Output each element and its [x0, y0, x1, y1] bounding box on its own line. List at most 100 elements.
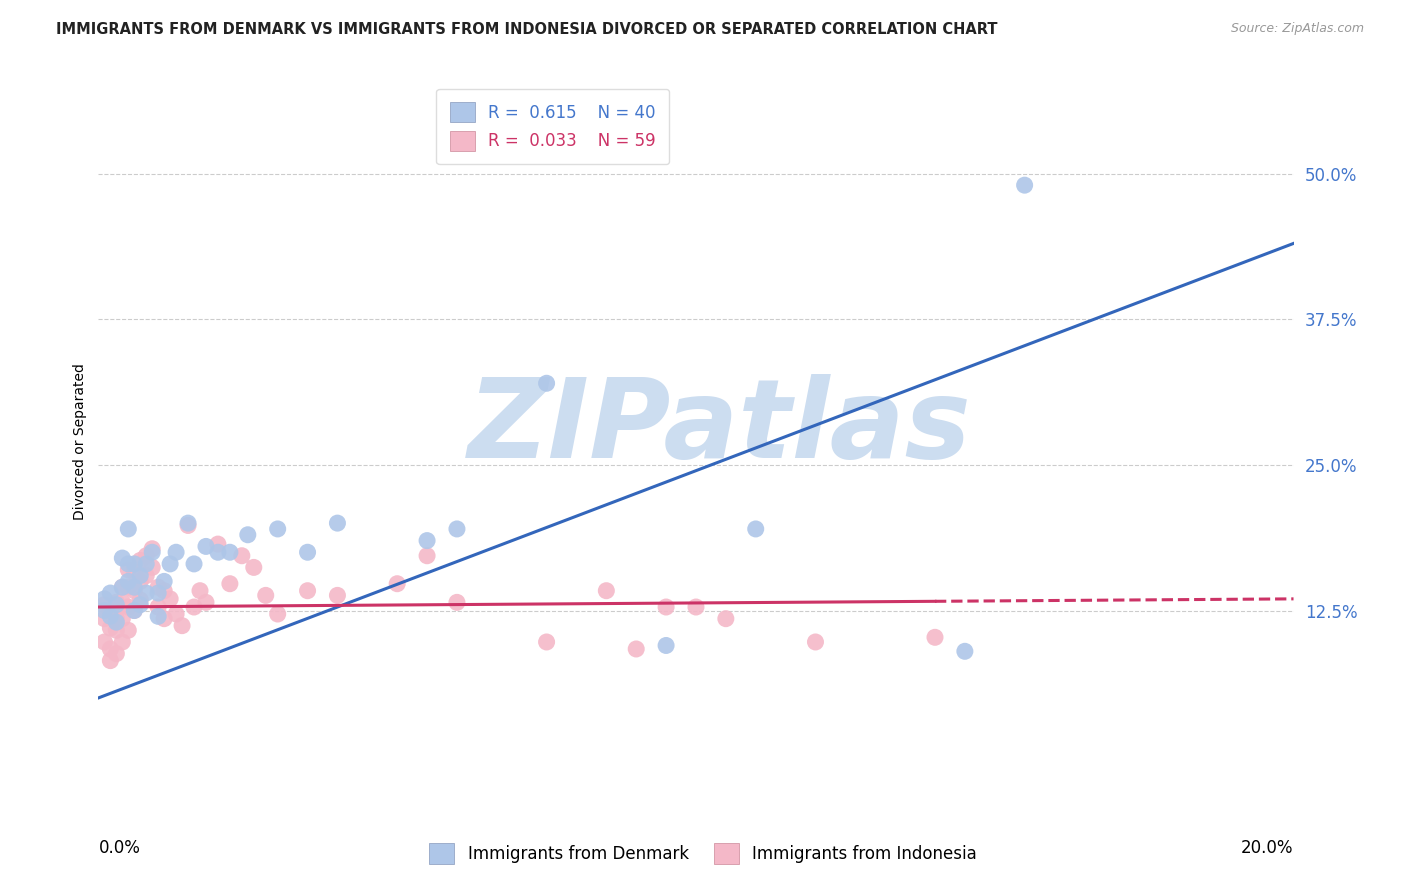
Point — [111, 551, 134, 566]
Point — [148, 609, 170, 624]
Point — [745, 522, 768, 536]
Point — [159, 591, 181, 606]
Point — [124, 565, 146, 579]
Point — [117, 580, 139, 594]
Point — [117, 563, 139, 577]
Point — [111, 635, 134, 649]
Point — [141, 545, 163, 559]
Point — [207, 545, 229, 559]
Point — [124, 603, 146, 617]
Point — [153, 574, 176, 589]
Point — [98, 603, 122, 617]
Point — [254, 588, 277, 602]
Point — [148, 586, 170, 600]
Point — [236, 528, 259, 542]
Text: Source: ZipAtlas.com: Source: ZipAtlas.com — [1230, 22, 1364, 36]
Point — [219, 576, 242, 591]
Y-axis label: Divorced or Separated: Divorced or Separated — [73, 363, 87, 520]
Point — [183, 557, 205, 571]
Point — [177, 518, 200, 533]
Point — [93, 603, 115, 617]
Point — [165, 545, 187, 559]
Point — [188, 583, 211, 598]
Point — [595, 583, 617, 598]
Point — [924, 630, 946, 644]
Point — [98, 586, 122, 600]
Point — [416, 549, 439, 563]
Point — [148, 580, 170, 594]
Point — [1014, 178, 1036, 193]
Point — [117, 624, 139, 638]
Point — [297, 545, 319, 559]
Point — [148, 600, 170, 615]
Point — [385, 576, 409, 591]
Text: 20.0%: 20.0% — [1241, 838, 1294, 857]
Point — [129, 553, 152, 567]
Point — [135, 557, 157, 571]
Text: ZIPatlas: ZIPatlas — [468, 374, 972, 481]
Point — [111, 595, 134, 609]
Point — [105, 595, 128, 609]
Point — [141, 560, 163, 574]
Point — [93, 612, 115, 626]
Point — [297, 583, 319, 598]
Point — [655, 639, 678, 653]
Legend: R =  0.615    N = 40, R =  0.033    N = 59: R = 0.615 N = 40, R = 0.033 N = 59 — [436, 88, 669, 164]
Point — [117, 600, 139, 615]
Point — [953, 644, 976, 658]
Point — [124, 603, 146, 617]
Point — [117, 522, 139, 536]
Point — [111, 580, 134, 594]
Point — [416, 533, 439, 548]
Point — [655, 600, 678, 615]
Point — [804, 635, 827, 649]
Point — [219, 545, 242, 559]
Point — [326, 516, 349, 530]
Point — [159, 557, 181, 571]
Point — [135, 549, 157, 563]
Point — [267, 607, 290, 621]
Point — [124, 583, 146, 598]
Point — [685, 600, 707, 615]
Point — [177, 516, 200, 530]
Point — [135, 568, 157, 582]
Point — [153, 612, 176, 626]
Point — [129, 593, 152, 607]
Point — [124, 557, 146, 571]
Point — [207, 537, 229, 551]
Text: 0.0%: 0.0% — [98, 838, 141, 857]
Point — [195, 595, 218, 609]
Point — [105, 647, 128, 661]
Point — [195, 540, 218, 554]
Point — [326, 588, 349, 602]
Point — [141, 541, 163, 556]
Point — [129, 568, 152, 582]
Point — [93, 591, 115, 606]
Point — [117, 574, 139, 589]
Point — [536, 635, 558, 649]
Point — [172, 618, 194, 632]
Point — [98, 621, 122, 635]
Point — [135, 586, 157, 600]
Point — [129, 598, 152, 612]
Point — [165, 607, 187, 621]
Text: IMMIGRANTS FROM DENMARK VS IMMIGRANTS FROM INDONESIA DIVORCED OR SEPARATED CORRE: IMMIGRANTS FROM DENMARK VS IMMIGRANTS FR… — [56, 22, 998, 37]
Point — [105, 612, 128, 626]
Point — [267, 522, 290, 536]
Point — [536, 376, 558, 391]
Point — [231, 549, 253, 563]
Point — [93, 635, 115, 649]
Point — [105, 598, 128, 612]
Point — [124, 580, 146, 594]
Point — [243, 560, 266, 574]
Point — [98, 642, 122, 657]
Point — [105, 624, 128, 638]
Point — [98, 609, 122, 624]
Point — [446, 522, 468, 536]
Point — [117, 557, 139, 571]
Point — [93, 598, 115, 612]
Point — [153, 583, 176, 598]
Point — [111, 612, 134, 626]
Point — [111, 580, 134, 594]
Point — [446, 595, 468, 609]
